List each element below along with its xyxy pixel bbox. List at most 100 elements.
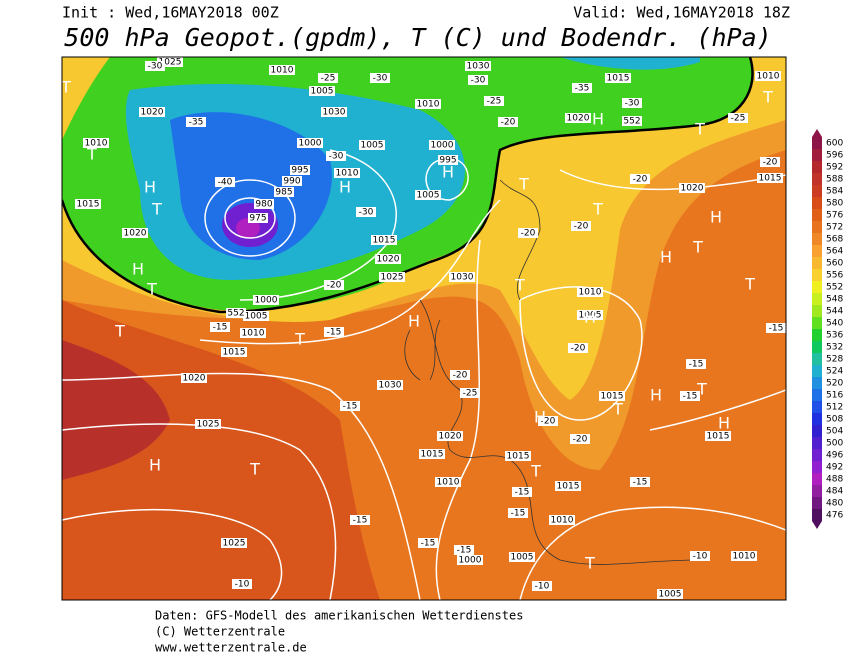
label-box [248, 213, 268, 223]
label-box [570, 434, 590, 444]
label-box [532, 581, 552, 591]
label-box [599, 391, 625, 401]
colorbar-cell [812, 365, 822, 377]
contour-label: 1010 [85, 139, 108, 149]
colorbar-label: 548 [826, 295, 843, 305]
label-box [755, 71, 781, 81]
colorbar-cell [812, 461, 822, 473]
colorbar-cell [812, 473, 822, 485]
cold-area-3 [170, 112, 332, 260]
label-box [508, 508, 528, 518]
colorbar-label: 544 [826, 307, 843, 317]
colorbar-label: 524 [826, 367, 843, 377]
contour-label: 1020 [124, 229, 147, 239]
colorbar-cell [812, 269, 822, 281]
contour-label: 1020 [377, 255, 400, 265]
pressure-center: H [710, 208, 722, 227]
label-box [297, 138, 323, 148]
label-box [269, 65, 295, 75]
pressure-center: H [144, 178, 156, 197]
contour-label: 1025 [159, 58, 182, 68]
contour-label: -15 [683, 392, 698, 402]
contour-label: 1005 [417, 191, 440, 201]
contour-label: 1025 [381, 273, 404, 283]
contour-label: 1005 [361, 141, 384, 151]
label-box [555, 481, 581, 491]
label-box [145, 61, 165, 71]
colorbar-label: 556 [826, 271, 843, 281]
label-box [243, 311, 269, 321]
label-box [465, 61, 491, 71]
label-box [379, 272, 405, 282]
colorbar-label: 552 [826, 283, 843, 293]
contour-label: 1010 [757, 72, 780, 82]
colorbar-cell [812, 401, 822, 413]
contour-label: 980 [255, 200, 272, 210]
contour-label: 995 [291, 166, 308, 176]
colorbar-label: 520 [826, 379, 843, 389]
colorbar-cell [812, 233, 822, 245]
contour-label: 1010 [242, 329, 265, 339]
label-box [334, 168, 360, 178]
label-box [356, 207, 376, 217]
contour-552 [62, 57, 754, 314]
contour-label: -25 [731, 114, 746, 124]
colorbar-label: 600 [826, 139, 843, 149]
colorbar-label: 484 [826, 487, 843, 497]
cold-area-4 [560, 57, 700, 70]
label-box [437, 431, 463, 441]
colorbar-cell [812, 305, 822, 317]
label-box [418, 538, 438, 548]
contour-label: 1030 [451, 273, 474, 283]
label-box [221, 538, 247, 548]
pressure-center: T [146, 280, 157, 299]
label-box [226, 308, 246, 318]
label-box [429, 140, 455, 150]
contour-label: 985 [275, 188, 292, 198]
contour-label: 1010 [271, 66, 294, 76]
label-box [324, 327, 344, 337]
contour-label: 1015 [77, 200, 100, 210]
contour-label: 1005 [511, 553, 534, 563]
label-box [370, 73, 390, 83]
label-box [760, 157, 780, 167]
contour-label: 1015 [373, 236, 396, 246]
label-box [215, 177, 235, 187]
pressure-center: H [534, 408, 546, 427]
colorbar-cell [812, 353, 822, 365]
colorbar-cell [812, 377, 822, 389]
contour-label: 1010 [551, 516, 574, 526]
colorbar-cell [812, 257, 822, 269]
label-box [75, 199, 101, 209]
colorbar-label: 500 [826, 439, 843, 449]
pressure-center: H [718, 414, 730, 433]
label-box [318, 73, 338, 83]
label-box [505, 451, 531, 461]
colorbar-cell [812, 197, 822, 209]
colorbar-label: 576 [826, 211, 843, 221]
label-box [680, 391, 700, 401]
label-box [181, 373, 207, 383]
contour-label: -20 [327, 281, 342, 291]
label-box [484, 96, 504, 106]
label-box [572, 83, 592, 93]
contour-label: -20 [573, 435, 588, 445]
label-box [321, 107, 347, 117]
colorbar-label: 480 [826, 499, 843, 509]
colorbar-cell [812, 425, 822, 437]
contour-label: -20 [541, 417, 556, 427]
map-frame [61, 56, 787, 601]
colorbar-label: 596 [826, 151, 843, 161]
colorbar-cell [812, 341, 822, 353]
pressure-center: T [60, 78, 71, 97]
label-box [577, 310, 603, 320]
label-box [254, 199, 274, 209]
colorbar-label: 508 [826, 415, 843, 425]
label-box [757, 173, 783, 183]
contour-label: 1015 [507, 452, 530, 462]
contour-label: 1015 [421, 450, 444, 460]
contour-label: 1030 [323, 108, 346, 118]
contour-label: -15 [353, 516, 368, 526]
label-box [605, 73, 631, 83]
colorbar-label: 532 [826, 343, 843, 353]
